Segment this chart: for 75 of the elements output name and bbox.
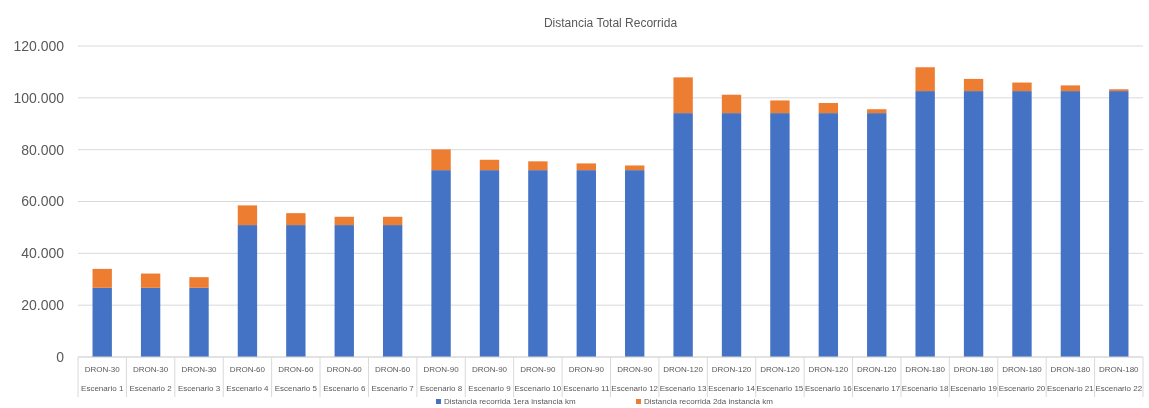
bar <box>334 225 354 357</box>
bar <box>673 77 693 114</box>
bar <box>1109 91 1129 357</box>
bar <box>528 161 548 171</box>
y-tick-label: 80.000 <box>21 141 65 158</box>
category-label: DRON-90 Escenario 9 <box>468 365 511 393</box>
bar <box>189 287 209 357</box>
bar <box>334 216 354 226</box>
bar <box>915 91 935 357</box>
bar <box>867 113 887 357</box>
category-label: DRON-120 Escenario 16 <box>804 365 852 393</box>
bar <box>673 113 693 357</box>
bar <box>479 159 500 171</box>
category-label: DRON-60 Escenario 4 <box>226 365 269 393</box>
bar <box>770 113 790 357</box>
category-label: DRON-90 Escenario 10 <box>514 365 562 393</box>
bar <box>1060 85 1081 92</box>
bar <box>770 100 790 114</box>
bar <box>431 170 451 357</box>
bar <box>1012 91 1032 357</box>
bar <box>286 213 306 226</box>
category-label: DRON-90 Escenario 12 <box>611 365 659 393</box>
bar <box>963 78 984 92</box>
y-tick-label: 120.000 <box>13 37 65 54</box>
category-label: DRON-120 Escenario 13 <box>659 365 707 393</box>
y-tick-label: 20.000 <box>21 297 65 314</box>
bar <box>576 163 596 171</box>
bar <box>1012 82 1032 92</box>
category-label: DRON-120 Escenario 14 <box>708 365 755 393</box>
category-label: DRON-120 Escenario 17 <box>853 365 901 393</box>
y-tick-label: 60.000 <box>21 193 65 210</box>
category-label: DRON-180 Escenario 18 <box>901 365 949 393</box>
category-label: DRON-30 Escenario 2 <box>129 365 172 393</box>
bar <box>286 225 306 357</box>
bar <box>92 268 112 288</box>
bar <box>867 109 887 114</box>
category-label: DRON-180 Escenario 19 <box>950 365 997 393</box>
legend-label: Distancia recorrida 2da instancia km <box>644 397 774 406</box>
bar <box>479 170 500 357</box>
category-label: DRON-90 Escenario 8 <box>419 365 463 393</box>
bar <box>963 91 984 357</box>
legend-label: Distancia recorrida 1era instancia km <box>444 397 576 406</box>
y-tick-label: 0 <box>56 348 65 365</box>
bar <box>576 170 596 357</box>
bar <box>237 225 258 357</box>
bar <box>140 287 161 357</box>
bar <box>625 170 645 357</box>
y-tick-label: 40.000 <box>21 245 65 262</box>
bar <box>237 205 258 226</box>
category-label: DRON-120 Escenario 15 <box>756 365 804 393</box>
category-label: DRON-30 Escenario 3 <box>177 365 221 393</box>
bar <box>528 170 548 357</box>
category-label: DRON-60 Escenario 5 <box>274 365 317 393</box>
category-label: DRON-180 Escenario 21 <box>1047 365 1094 393</box>
bar <box>189 277 209 288</box>
bar <box>818 113 839 357</box>
bar <box>382 225 403 357</box>
bar <box>721 94 742 114</box>
bar <box>818 103 839 114</box>
chart-title: Distancia Total Recorrida <box>543 16 678 30</box>
category-label: DRON-30 Escenario 1 <box>81 365 124 393</box>
category-label: DRON-180 Escenario 22 <box>1095 365 1143 393</box>
bar <box>431 149 451 171</box>
category-label: DRON-90 Escenario 11 <box>563 365 610 393</box>
category-label: DRON-60 Escenario 6 <box>323 365 366 393</box>
bar <box>382 216 403 226</box>
category-label: DRON-180 Escenario 20 <box>998 365 1046 393</box>
bar <box>140 273 161 288</box>
bar <box>915 67 935 92</box>
bar <box>92 287 112 357</box>
category-label: DRON-60 Escenario 7 <box>371 365 414 393</box>
bar <box>721 113 742 357</box>
y-tick-label: 100.000 <box>13 89 65 106</box>
bar <box>1060 91 1081 357</box>
bar <box>625 165 645 171</box>
